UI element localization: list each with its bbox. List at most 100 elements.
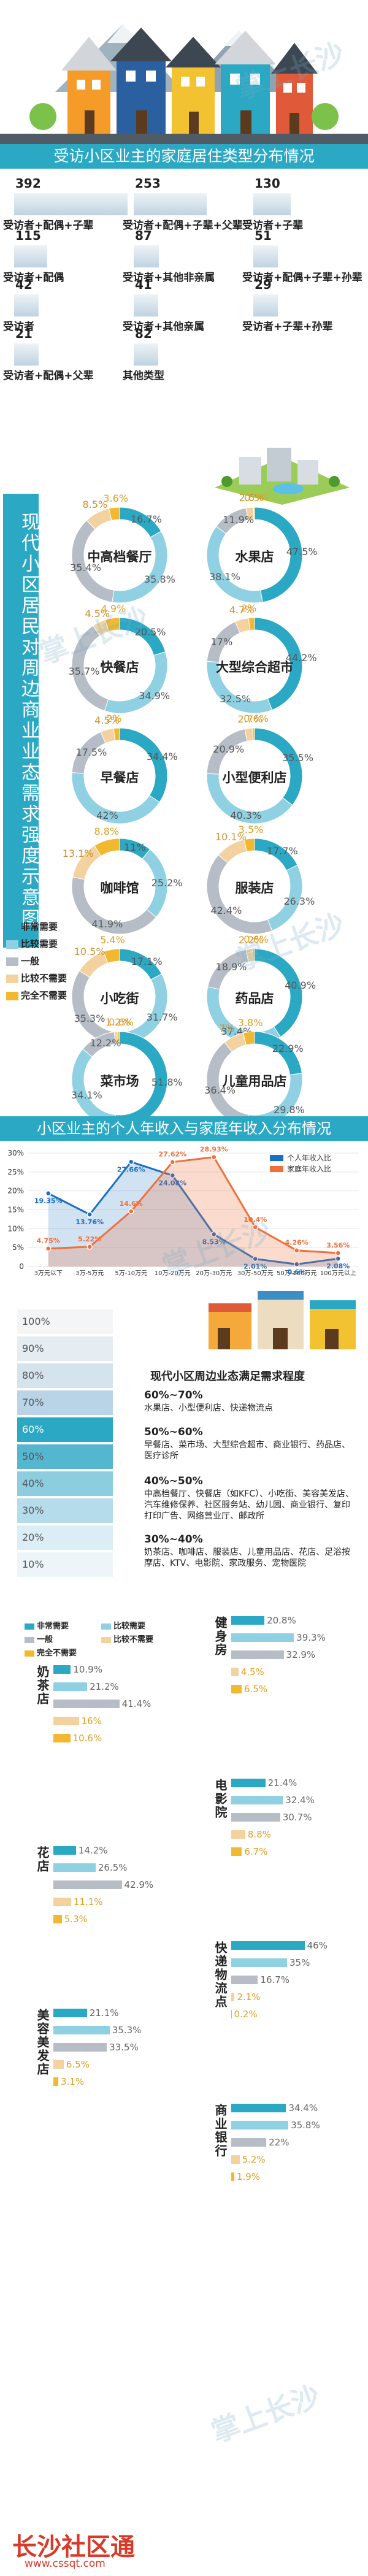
donut-slice: [206, 1041, 249, 1127]
donut-slice: [254, 727, 303, 806]
donut-percent: 25.2%: [151, 877, 183, 889]
donut-percent: 41.9%: [91, 918, 123, 930]
legend-label: 非常需要: [37, 1622, 69, 1631]
scale-row: 50%: [17, 1444, 113, 1469]
legend-label: 非常需要: [21, 921, 58, 932]
tier-range: 60%~70%: [144, 1389, 203, 1401]
data-label: 13.76%: [75, 1218, 104, 1226]
donut-percent: 16.7%: [131, 513, 162, 526]
bar-value: 42: [15, 277, 33, 292]
scale-row: 30%: [17, 1498, 113, 1523]
group-value: 21.4%: [267, 1777, 297, 1788]
bar: [14, 343, 39, 366]
group-bar: [231, 1847, 242, 1856]
bar-label: 受访者: [3, 321, 34, 333]
group-value: 6.7%: [244, 1846, 268, 1857]
scale-row: 20%: [17, 1525, 113, 1550]
donut-chart: [71, 507, 168, 604]
data-label: 0.6%: [287, 1268, 306, 1276]
donut-percent: 2%: [106, 713, 122, 725]
donut-percent: 4.5%: [94, 715, 120, 727]
legend-label: 比较不需要: [113, 1635, 154, 1644]
group-value: 39.3%: [296, 1632, 326, 1643]
donut-slice: [71, 731, 106, 774]
bar-label: 受访者+子辈: [242, 220, 304, 232]
data-label: 5.22%: [78, 1235, 101, 1243]
group-bar: [53, 1846, 76, 1855]
donut-name: 儿童用品店: [222, 1074, 287, 1089]
series-area: [48, 1162, 339, 1267]
group-value: 5.2%: [242, 2154, 266, 2165]
group-name: 美容美发店: [35, 2009, 50, 2076]
legend-swatch: [101, 1623, 111, 1630]
data-label: 10.4%: [243, 1216, 267, 1224]
donut-percent: 3.8%: [237, 1016, 263, 1029]
donut-percent: 35.3%: [74, 1012, 105, 1024]
legend-swatch: [6, 957, 18, 966]
donut-percent: 38.1%: [209, 571, 240, 583]
group-value: 42.9%: [124, 1879, 154, 1890]
group-bar: [53, 1700, 120, 1708]
legend-swatch: [6, 940, 18, 949]
watermark: 掌上长沙: [231, 907, 349, 977]
donut-percent: 17.5%: [75, 746, 107, 758]
x-tick-label: 10万-20万元: [155, 1270, 191, 1277]
donut-chart: [71, 727, 168, 824]
group-value: 20.8%: [267, 1615, 296, 1626]
group-bar: [53, 1898, 71, 1906]
donut-percent: 35.5%: [282, 752, 313, 764]
bar: [14, 193, 128, 215]
group-bar: [231, 2104, 286, 2112]
donut-name: 小吃街: [100, 991, 139, 1006]
group-value: 8.8%: [247, 1829, 271, 1840]
section2-title: 现代小区居民对周边商业业态需求强度示意图: [3, 494, 39, 948]
bar-label: 受访者+配偶+子辈+父辈: [123, 220, 243, 232]
y-tick-label: 20%: [7, 1187, 24, 1195]
group-bar: [53, 2077, 59, 2086]
donut-percent: 42%: [96, 810, 118, 822]
donut-slice: [72, 845, 102, 880]
group-bar: [231, 1941, 305, 1950]
group-bar: [53, 2060, 64, 2069]
group-value: 22%: [269, 2137, 289, 2148]
group-bar: [231, 1633, 294, 1642]
group-value: 10.9%: [73, 1664, 102, 1675]
donut-slice: [218, 839, 247, 864]
group-bar: [231, 2172, 234, 2181]
donut-percent: 17%: [210, 635, 233, 648]
donut-percent: 22.9%: [272, 1042, 304, 1054]
scale-row: 90%: [17, 1336, 113, 1361]
series-area: [48, 1157, 339, 1267]
y-tick-label: 10%: [7, 1224, 24, 1233]
legend-label: 家庭年收入比: [287, 1164, 331, 1173]
group-bar: [231, 1993, 235, 2001]
group-bar: [53, 1717, 79, 1725]
group-bar: [231, 2155, 240, 2164]
x-tick-label: 20万-30万元: [196, 1270, 232, 1277]
group-value: 0.2%: [234, 2009, 258, 2020]
group-bar: [231, 1796, 283, 1804]
bar-label: 受访者+配偶: [3, 272, 64, 284]
bar-value: 87: [135, 228, 152, 243]
donut-percent: 0.6%: [109, 1016, 134, 1029]
shops-illustration: [202, 1285, 362, 1352]
bar: [134, 294, 158, 316]
series-line: [48, 1156, 339, 1254]
data-point: [252, 1224, 258, 1230]
donut-chart: [71, 838, 168, 935]
community-illustration: [202, 432, 362, 506]
donut-name: 早餐店: [100, 770, 139, 785]
legend-item: 完全不需要: [25, 1646, 77, 1658]
data-label: 4.26%: [285, 1239, 309, 1247]
donut-slice: [113, 727, 120, 742]
group-bar: [231, 1668, 239, 1676]
group-bar: [231, 2010, 232, 2018]
donut-slice: [112, 531, 168, 604]
data-point: [252, 1255, 258, 1262]
group-value: 21.1%: [89, 2007, 119, 2018]
group-name: 花店: [35, 1846, 50, 1873]
group-value: 6.5%: [243, 1684, 267, 1695]
group-value: 1.9%: [236, 2171, 261, 2182]
bar-value: 392: [15, 176, 41, 191]
group-value: 26.5%: [98, 1862, 128, 1873]
